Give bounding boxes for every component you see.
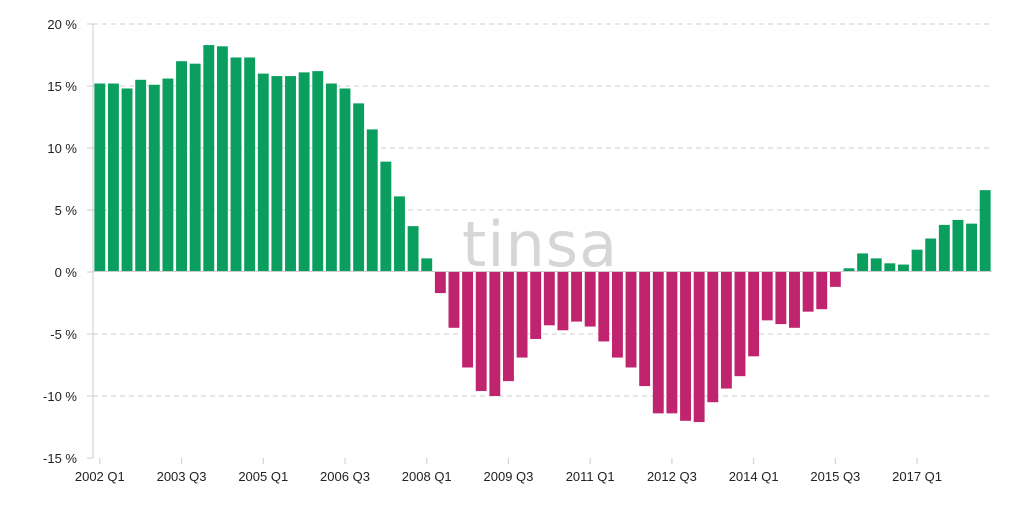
bar	[652, 272, 664, 414]
bar	[353, 103, 365, 272]
x-tick-label: 2005 Q1	[238, 469, 288, 484]
bar	[775, 272, 787, 325]
bar	[407, 226, 419, 272]
bar	[516, 272, 528, 358]
bar	[216, 46, 228, 272]
y-tick-label: 0 %	[55, 265, 78, 280]
bar	[530, 272, 542, 339]
bar	[680, 272, 691, 421]
x-axis-ticks: 2002 Q1 2003 Q3 2005 Q1 2006 Q3 2008 Q1 2009 …	[75, 458, 942, 484]
bar	[748, 272, 760, 357]
bar	[557, 272, 569, 331]
y-axis-ticks: 20 % 15 % 10 % 5 % 0 % -5 % -10 % -15 %	[43, 17, 93, 466]
bar	[94, 83, 106, 273]
bar	[271, 76, 283, 272]
watermark-logo: tinsa	[462, 208, 618, 281]
bar	[843, 268, 855, 272]
bar	[285, 76, 296, 272]
x-tick-label: 2017 Q1	[892, 469, 942, 484]
bar	[938, 224, 950, 272]
bar	[666, 272, 678, 414]
y-tick-label: -15 %	[43, 451, 77, 466]
y-tick-label: 5 %	[55, 203, 78, 218]
bar	[434, 272, 446, 294]
bar	[421, 258, 433, 272]
bar	[394, 196, 405, 272]
bar	[162, 78, 174, 272]
bar	[707, 272, 719, 403]
bar	[244, 57, 256, 273]
bar	[802, 272, 814, 312]
x-tick-label: 2012 Q3	[647, 469, 697, 484]
bar	[761, 272, 773, 321]
bar	[571, 272, 582, 322]
bar	[952, 219, 964, 272]
bar	[189, 63, 201, 273]
bar	[380, 161, 392, 272]
x-tick-label: 2014 Q1	[729, 469, 779, 484]
bar	[543, 272, 555, 326]
bar	[135, 79, 147, 272]
bar	[884, 263, 896, 272]
bar	[257, 73, 269, 272]
bar	[720, 272, 732, 389]
bar	[366, 129, 378, 272]
bar	[176, 61, 187, 273]
bar	[870, 258, 882, 272]
x-tick-label: 2006 Q3	[320, 469, 370, 484]
bar	[503, 272, 514, 382]
bar	[829, 272, 841, 287]
bar	[489, 272, 501, 396]
x-tick-label: 2002 Q1	[75, 469, 125, 484]
bar	[448, 272, 460, 328]
x-tick-label: 2011 Q1	[566, 469, 615, 484]
bar	[979, 190, 991, 272]
bar	[203, 45, 215, 272]
bar	[611, 272, 623, 358]
bar	[462, 272, 474, 368]
bar	[789, 272, 800, 328]
x-tick-label: 2015 Q3	[810, 469, 860, 484]
y-tick-label: 20 %	[47, 17, 77, 32]
bar	[925, 238, 937, 272]
bar	[734, 272, 746, 377]
y-tick-label: -10 %	[43, 389, 77, 404]
y-tick-label: 10 %	[47, 141, 77, 156]
x-tick-label: 2003 Q3	[157, 469, 207, 484]
bar	[584, 272, 596, 327]
y-tick-label: -5 %	[50, 327, 77, 342]
bar	[339, 88, 351, 272]
grid-lines	[93, 23, 992, 397]
x-tick-label: 2008 Q1	[402, 469, 452, 484]
bar	[625, 272, 637, 368]
bar	[857, 253, 869, 272]
x-tick-label: 2009 Q3	[484, 469, 534, 484]
bar	[898, 264, 909, 272]
bar	[693, 272, 705, 423]
y-tick-label: 15 %	[47, 79, 77, 94]
bar	[911, 249, 923, 272]
bar	[639, 272, 651, 387]
bar	[148, 84, 160, 272]
bar	[121, 88, 133, 272]
bars	[94, 45, 991, 423]
bar	[298, 72, 310, 272]
bar	[475, 272, 487, 392]
bar	[966, 223, 978, 272]
bar	[312, 71, 324, 273]
bar	[816, 272, 828, 310]
bar	[598, 272, 610, 342]
bar	[325, 83, 337, 273]
bar	[230, 57, 242, 273]
bar	[107, 83, 119, 273]
